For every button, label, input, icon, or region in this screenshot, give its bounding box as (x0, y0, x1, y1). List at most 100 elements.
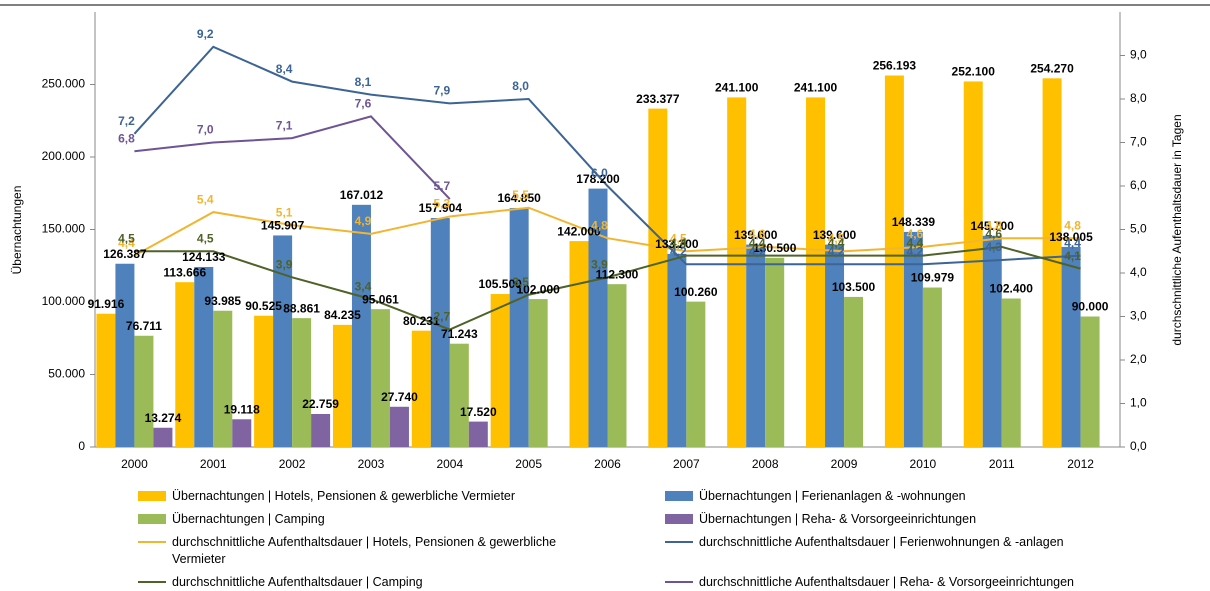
line-label: 7,1 (276, 118, 293, 132)
bar (1080, 316, 1100, 447)
chart: Übernachtungen durchschnittliche Aufenth… (0, 4, 1210, 471)
x-tick-label: 2006 (594, 457, 621, 471)
line-label: 4,2 (907, 244, 924, 258)
legend-label: Übernachtungen | Reha- & Vorsorgeeinrich… (699, 512, 977, 526)
bar-label: 19.118 (224, 402, 260, 416)
bar-label: 164.850 (497, 191, 541, 205)
line-label: 8,1 (355, 75, 372, 89)
bar (825, 244, 845, 447)
y-axis-title: Übernachtungen (10, 186, 24, 275)
y2-tick-label: 0,0 (1130, 439, 1147, 453)
bar (588, 188, 608, 448)
bar (254, 315, 274, 447)
legend-swatch (665, 514, 693, 524)
bar-label: 139.600 (734, 228, 778, 242)
bar-label: 241.100 (715, 81, 759, 95)
bar (213, 310, 233, 447)
bar (430, 218, 450, 447)
line-label: 4,6 (907, 227, 924, 241)
line-label: 5,5 (512, 188, 529, 202)
bar-label: 142.000 (557, 224, 601, 238)
line (134, 115, 451, 200)
legend-swatch (665, 491, 693, 501)
legend-label: durchschnittliche Aufenthaltsdauer | Hot… (172, 535, 557, 566)
y2-tick-label: 1,0 (1130, 396, 1147, 410)
x-tick-label: 2012 (1067, 457, 1094, 471)
bar (292, 318, 312, 447)
bar-label: 130.500 (753, 241, 797, 255)
bar-label: 90.525 (245, 299, 282, 313)
bar (449, 343, 469, 447)
line-label: 4,8 (985, 218, 1002, 232)
line-label: 4,6 (985, 227, 1002, 241)
bar (1061, 246, 1081, 447)
line-label: 4,4 (749, 236, 766, 250)
legend-swatch (138, 514, 166, 524)
bar (351, 204, 371, 447)
bar (746, 244, 766, 447)
line-label: 5,3 (433, 197, 450, 211)
bar (903, 231, 923, 447)
bar-label: 91.916 (88, 297, 125, 311)
x-tick-label: 2003 (358, 457, 385, 471)
bar (96, 313, 116, 447)
y-tick-label: 0 (78, 439, 85, 453)
bar (332, 324, 352, 447)
bar (1001, 298, 1021, 447)
legend-item: durchschnittliche Aufenthaltsdauer | Reh… (665, 574, 1148, 591)
bar (844, 296, 864, 447)
bar-label: 27.740 (381, 390, 418, 404)
bar-label: 71.243 (441, 327, 478, 341)
line-label: 4,5 (828, 231, 845, 245)
y2-tick-label: 5,0 (1130, 222, 1147, 236)
bar-label: 124.133 (182, 250, 226, 264)
bar (765, 257, 785, 447)
legend-item: Übernachtungen | Ferienanlagen & -wohnun… (665, 488, 1148, 505)
bar-label: 133.200 (655, 237, 699, 251)
x-tick-label: 2008 (752, 457, 779, 471)
legend-item: Übernachtungen | Reha- & Vorsorgeeinrich… (665, 511, 1148, 528)
x-tick-label: 2001 (200, 457, 227, 471)
line-label: 6,0 (591, 166, 608, 180)
line-label: 4,2 (670, 244, 687, 258)
bar-label: 105.500 (478, 277, 522, 291)
bar-label: 80.231 (403, 314, 440, 328)
y2-tick-label: 6,0 (1130, 178, 1147, 192)
bar-label: 88.861 (283, 301, 320, 315)
bar-label: 145.700 (971, 219, 1015, 233)
legend-swatch (138, 581, 166, 583)
line-label: 3,5 (512, 275, 529, 289)
bar-label: 93.985 (204, 294, 241, 308)
legend: Übernachtungen | Hotels, Pensionen & gew… (138, 488, 1148, 591)
line-label: 9,2 (197, 27, 214, 41)
line-label: 4,2 (828, 244, 845, 258)
x-tick-label: 2010 (910, 457, 937, 471)
line-label: 4,5 (197, 231, 214, 245)
bar-label: 17.520 (460, 405, 497, 419)
legend-swatch (665, 581, 693, 583)
y-tick-label: 50.000 (48, 367, 85, 381)
bar-label: 252.100 (952, 65, 996, 79)
y2-tick-label: 9,0 (1130, 48, 1147, 62)
line-label: 4,4 (118, 236, 135, 250)
line-label: 4,8 (591, 218, 608, 232)
y2-tick-label: 2,0 (1130, 352, 1147, 366)
bar-label: 148.339 (892, 215, 936, 229)
y2-tick-label: 7,0 (1130, 135, 1147, 149)
x-tick-label: 2005 (515, 457, 542, 471)
bar-label: 254.270 (1030, 61, 1074, 75)
bar (153, 427, 173, 447)
line-label: 4,6 (749, 227, 766, 241)
line-label: 3,9 (276, 258, 293, 272)
x-tick-label: 2002 (279, 457, 306, 471)
bar-label: 103.500 (832, 280, 876, 294)
bar (607, 284, 627, 447)
line-label: 8,4 (276, 62, 293, 76)
y-tick-label: 200.000 (42, 149, 86, 163)
line-label: 2,7 (433, 310, 450, 324)
legend-item: durchschnittliche Aufenthaltsdauer | Fer… (665, 534, 1148, 568)
line-label: 5,4 (197, 192, 214, 206)
bar-label: 113.666 (163, 265, 206, 279)
y2-tick-label: 3,0 (1130, 309, 1147, 323)
x-tick-label: 2011 (989, 457, 1015, 471)
